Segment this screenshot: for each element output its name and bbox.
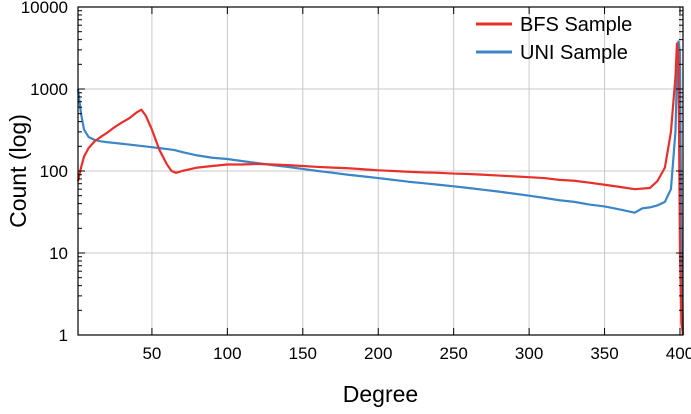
tick-marks — [78, 7, 683, 336]
y-tick-label-10000: 10000 — [21, 0, 68, 17]
x-tick-label-150: 150 — [289, 344, 317, 363]
x-tick-label-100: 100 — [213, 344, 241, 363]
y-tick-label-1000: 1000 — [30, 80, 68, 99]
x-axis-title: Degree — [343, 381, 418, 407]
x-tick-label-400: 400 — [666, 344, 691, 363]
y-tick-label-100: 100 — [40, 162, 68, 181]
x-tick-label-200: 200 — [364, 344, 392, 363]
y-axis-title: Count (log) — [5, 114, 31, 228]
x-tick-label-250: 250 — [439, 344, 467, 363]
x-tick-label-50: 50 — [142, 344, 161, 363]
series-line-bfs-sample — [76, 42, 685, 336]
series-lines — [76, 40, 685, 336]
y-tick-labels: 1 10 100 1000 10000 — [21, 0, 68, 345]
x-tick-labels: 50 100 150 200 250 300 350 400 — [142, 344, 691, 363]
legend-label-uni-sample: UNI Sample — [520, 42, 628, 64]
legend-label-bfs-sample: BFS Sample — [520, 14, 632, 36]
y-tick-label-10: 10 — [49, 244, 68, 263]
series-line-uni-sample — [76, 40, 685, 336]
y-tick-label-1: 1 — [59, 326, 68, 345]
chart-legend: BFS Sample UNI Sample — [476, 14, 632, 64]
x-tick-label-350: 350 — [590, 344, 618, 363]
x-tick-label-300: 300 — [515, 344, 543, 363]
